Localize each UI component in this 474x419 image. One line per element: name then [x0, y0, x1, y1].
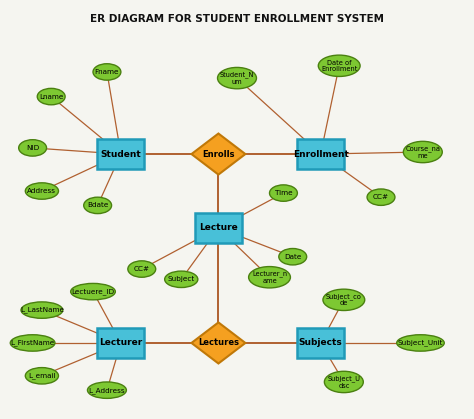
Ellipse shape — [84, 197, 111, 214]
Text: CC#: CC# — [373, 194, 389, 200]
Ellipse shape — [37, 88, 65, 105]
Ellipse shape — [270, 185, 297, 201]
FancyBboxPatch shape — [195, 213, 242, 243]
Ellipse shape — [25, 183, 58, 199]
Text: L_FirstName: L_FirstName — [10, 339, 55, 347]
Ellipse shape — [164, 271, 198, 287]
Ellipse shape — [318, 55, 360, 76]
Polygon shape — [191, 323, 246, 363]
Ellipse shape — [323, 289, 365, 310]
Text: Subject_co
de: Subject_co de — [326, 293, 362, 306]
Text: Lecturer: Lecturer — [99, 339, 143, 347]
Ellipse shape — [128, 261, 155, 277]
Ellipse shape — [25, 367, 58, 384]
Text: L_LastName: L_LastName — [20, 307, 64, 313]
Text: Fname: Fname — [95, 69, 119, 75]
Ellipse shape — [324, 371, 363, 393]
Text: Course_na
me: Course_na me — [405, 145, 440, 159]
Text: L_Address: L_Address — [89, 387, 125, 393]
Ellipse shape — [93, 64, 121, 80]
Ellipse shape — [21, 302, 63, 318]
FancyBboxPatch shape — [98, 139, 144, 169]
Text: ER DIAGRAM FOR STUDENT ENROLLMENT SYSTEM: ER DIAGRAM FOR STUDENT ENROLLMENT SYSTEM — [90, 15, 384, 24]
Text: Time: Time — [274, 190, 292, 196]
Polygon shape — [191, 134, 246, 175]
Ellipse shape — [10, 335, 55, 351]
Ellipse shape — [403, 141, 442, 163]
Ellipse shape — [18, 140, 46, 156]
Ellipse shape — [367, 189, 395, 205]
Ellipse shape — [218, 67, 256, 89]
Ellipse shape — [248, 266, 291, 288]
Text: Subjects: Subjects — [299, 339, 343, 347]
Text: Lname: Lname — [39, 93, 64, 100]
Text: Student: Student — [100, 150, 141, 158]
Text: L_email: L_email — [28, 372, 55, 379]
Text: Subject_U
dsc: Subject_U dsc — [328, 375, 360, 388]
Text: Lecture: Lecture — [199, 223, 238, 233]
Text: Date: Date — [284, 254, 301, 260]
Text: Subject: Subject — [168, 276, 195, 282]
Text: CC#: CC# — [134, 266, 150, 272]
FancyBboxPatch shape — [297, 328, 344, 358]
Text: Enrollment: Enrollment — [292, 150, 348, 158]
Ellipse shape — [397, 335, 444, 351]
Text: Lecturer_n
ame: Lecturer_n ame — [252, 271, 287, 284]
Ellipse shape — [88, 382, 127, 398]
Text: Enrolls: Enrolls — [202, 150, 235, 158]
Text: Bdate: Bdate — [87, 202, 109, 208]
Text: Lectures: Lectures — [198, 339, 239, 347]
Text: Lectuere_ID: Lectuere_ID — [72, 288, 115, 295]
FancyBboxPatch shape — [98, 328, 144, 358]
Text: Student_N
um: Student_N um — [220, 72, 254, 85]
Text: Address: Address — [27, 188, 56, 194]
Text: Date of
Enrollment: Date of Enrollment — [321, 59, 357, 72]
Ellipse shape — [279, 248, 307, 265]
Ellipse shape — [71, 283, 115, 300]
FancyBboxPatch shape — [297, 139, 344, 169]
Text: Subject_Unit: Subject_Unit — [398, 339, 443, 347]
Text: NID: NID — [26, 145, 39, 151]
